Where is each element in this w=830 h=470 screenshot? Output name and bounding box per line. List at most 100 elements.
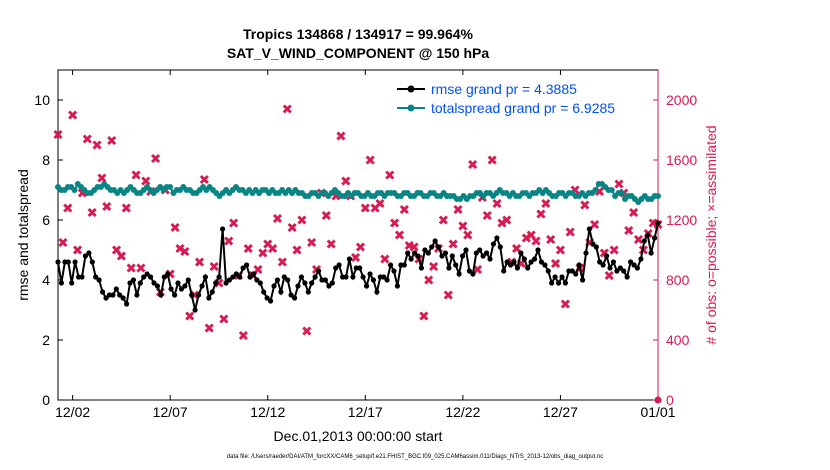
rmse-point (55, 259, 61, 265)
rmse-point (614, 268, 620, 274)
rmse-point (408, 256, 414, 262)
obs-assimilated-point (224, 236, 234, 246)
obs-assimilated-point (511, 243, 522, 254)
rmse-point (617, 265, 623, 271)
rmse-point (604, 253, 610, 259)
rmse-point (562, 280, 569, 286)
rmse-point (384, 277, 390, 283)
rmse-point (549, 280, 555, 286)
rmse-point (281, 274, 287, 280)
obs-assimilated-point (536, 209, 546, 219)
rmse-point (93, 274, 99, 280)
obs-assimilated-point (277, 257, 287, 267)
rmse-point (538, 259, 545, 265)
totalspread-point (655, 193, 661, 199)
obs-assimilated-point (555, 245, 565, 255)
rmse-point (456, 271, 462, 277)
rmse-point (298, 274, 304, 280)
x-tick-label: 12/27 (543, 404, 578, 420)
rmse-point (624, 274, 630, 280)
obs-assimilated-point (487, 155, 497, 165)
x-tick-label: 12/12 (250, 404, 285, 420)
rmse-point (532, 256, 538, 262)
rmse-point (374, 289, 380, 295)
rmse-point (466, 268, 472, 274)
obs-assimilated-point (365, 155, 375, 165)
rmse-point (110, 292, 116, 298)
obs-assimilated-point (341, 176, 351, 186)
rmse-point (223, 280, 229, 286)
rmse-point (346, 256, 352, 262)
rmse-point (302, 280, 308, 286)
rmse-point (480, 253, 486, 259)
rmse-point (436, 244, 442, 250)
rmse-point (357, 265, 363, 271)
rmse-point (418, 265, 424, 271)
rmse-point (312, 274, 318, 280)
rmse-point (638, 256, 644, 262)
rmse-point (295, 283, 301, 289)
rmse-point (271, 283, 277, 289)
obs-assimilated-point (629, 207, 639, 218)
rmse-point (580, 277, 586, 283)
obs-assimilated-point (624, 225, 634, 236)
obs-assimilated-point (458, 221, 468, 231)
rmse-point (230, 274, 236, 280)
obs-assimilated-point (560, 299, 570, 309)
rmse-point (501, 268, 507, 274)
rmse-point (607, 265, 613, 271)
rmse-point (261, 289, 267, 295)
obs-assimilated-point (268, 243, 278, 254)
obs-assimilated-point (58, 237, 68, 248)
rmse-point (130, 277, 136, 283)
rmse-point (569, 268, 575, 274)
rmse-point (343, 274, 349, 280)
obs-assimilated-point (502, 215, 512, 225)
rmse-point (161, 274, 167, 280)
totalspread-point (167, 184, 174, 190)
obs-assimilated-point (409, 242, 419, 252)
rmse-point (648, 250, 654, 256)
rmse-point (206, 295, 212, 301)
rmse-point (82, 253, 88, 259)
rmse-point (336, 262, 342, 268)
rmse-point (518, 250, 524, 256)
x-tick-label: 12/17 (348, 404, 383, 420)
rmse-point (453, 262, 459, 268)
rmse-point (196, 292, 202, 298)
obs-assimilated-point (351, 252, 361, 263)
rmse-point (305, 289, 311, 295)
obs-assimilated-point (463, 230, 473, 240)
rmse-point (233, 271, 239, 277)
rmse-point (401, 262, 407, 268)
rmse-point (103, 295, 109, 301)
rmse-point (86, 250, 92, 256)
rmse-point (124, 301, 130, 307)
rmse-point (292, 295, 298, 301)
obs-assimilated-point (551, 258, 561, 269)
obs-assimilated-point (424, 275, 434, 285)
rmse-point (168, 286, 174, 292)
obs-assimilated-point (219, 314, 229, 324)
obs-assimilated-point (531, 236, 541, 246)
obs-assimilated-point (390, 218, 400, 228)
rmse-point (590, 241, 596, 247)
rmse-point (216, 274, 222, 280)
obs-assimilated-point (394, 230, 405, 240)
rmse-point (89, 259, 95, 265)
rmse-point (172, 292, 178, 298)
rmse-point (364, 283, 370, 289)
obs-assimilated-point (604, 270, 614, 281)
rmse-point (415, 253, 421, 259)
rmse-point (477, 247, 483, 253)
rmse-point (141, 274, 147, 280)
rmse-point (542, 262, 548, 268)
rmse-point (165, 271, 171, 277)
rmse-point (559, 274, 565, 280)
obs-assimilated-point (238, 330, 248, 341)
rmse-point (422, 247, 428, 253)
rmse-point (641, 238, 647, 244)
rmse-point (244, 262, 250, 268)
x-tick-label: 01/01 (640, 404, 675, 420)
rmse-point (473, 250, 479, 256)
